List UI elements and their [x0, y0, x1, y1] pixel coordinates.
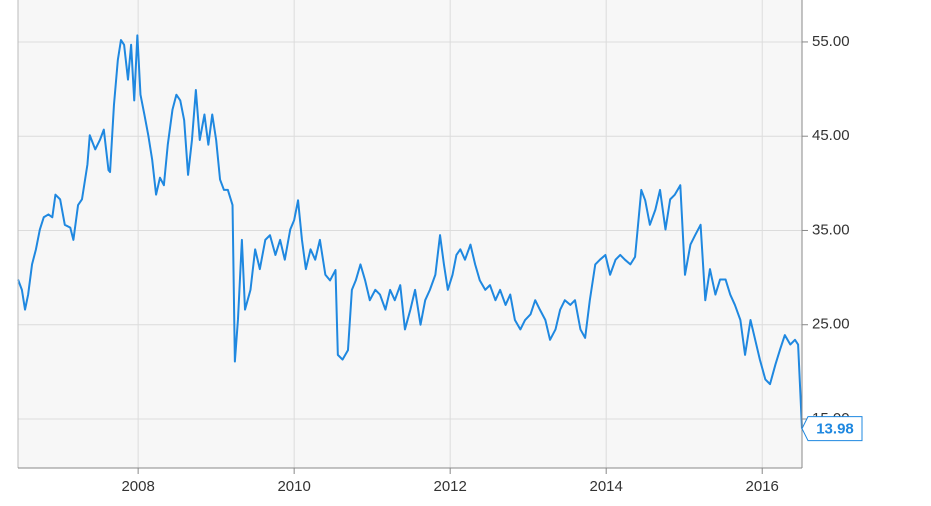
- series: [17, 34, 803, 429]
- last-value-label: 13.98: [801, 416, 863, 442]
- y-tick-label: 55.00: [812, 33, 850, 50]
- x-tick-label: 2012: [433, 478, 466, 495]
- x-tick-label: 2010: [277, 478, 310, 495]
- y-tick-label: 25.00: [812, 316, 850, 333]
- x-tick-label: 2016: [746, 478, 779, 495]
- x-tick-label: 2014: [590, 478, 623, 495]
- last-value-box: [801, 416, 863, 442]
- x-tick-label: 2008: [121, 478, 154, 495]
- price-line: [17, 34, 803, 429]
- plot-area: [18, 0, 802, 468]
- last-value-text: 13.98: [816, 421, 854, 438]
- y-tick-label: 45.00: [812, 127, 850, 144]
- y-tick-label: 35.00: [812, 221, 850, 238]
